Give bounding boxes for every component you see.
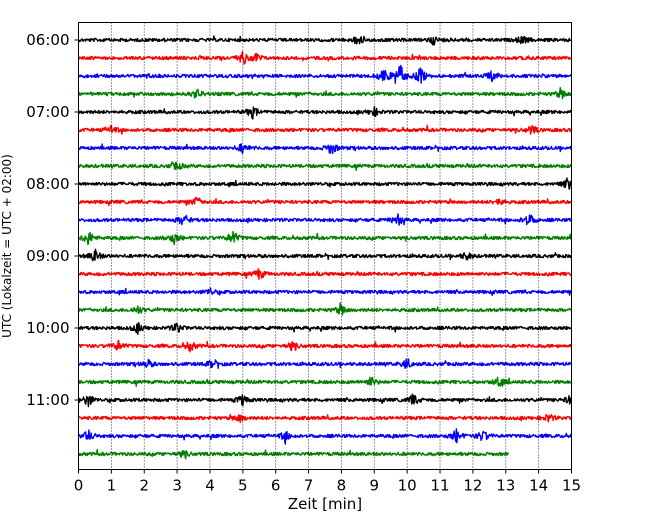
- x-tick-label-9: 9: [370, 477, 380, 495]
- plot-frame: [78, 22, 572, 470]
- y-tick-label-0900: 09:00: [26, 247, 69, 265]
- x-tick-label-4: 4: [205, 477, 215, 495]
- trace-1045: [77, 376, 572, 387]
- traces-layer: [77, 35, 572, 460]
- trace-1030: [77, 358, 572, 370]
- x-tick-label-2: 2: [139, 477, 149, 495]
- x-tick-label-10: 10: [398, 477, 417, 495]
- x-axis-label: Zeit [min]: [288, 495, 362, 513]
- x-tick-label-14: 14: [529, 477, 548, 495]
- y-axis-ticks: 06:00 07:00 08:00 09:00 10:00 11:00: [26, 31, 79, 409]
- x-tick-label-7: 7: [304, 477, 314, 495]
- y-tick-label-1100: 11:00: [26, 391, 69, 409]
- x-tick-label-5: 5: [238, 477, 248, 495]
- trace-0945: [77, 302, 572, 316]
- trace-0800: [77, 177, 572, 190]
- trace-0900: [77, 248, 572, 262]
- trace-0615: [77, 51, 572, 65]
- grid-layer: [110, 22, 540, 470]
- x-tick-label-13: 13: [496, 477, 515, 495]
- y-tick-label-0700: 07:00: [26, 103, 69, 121]
- y-tick-label-0600: 06:00: [26, 31, 69, 49]
- x-axis-ticks: 0 1 2 3 4 5 6 7 8 9 10 11 12 13 14 15: [74, 469, 581, 495]
- trace-0845: [77, 230, 572, 246]
- x-tick-label-11: 11: [430, 477, 449, 495]
- trace-0600: [77, 35, 572, 46]
- trace-1100: [77, 393, 572, 408]
- trace-1000: [78, 322, 572, 336]
- trace-1015: [77, 339, 572, 353]
- trace-1130: [77, 428, 572, 445]
- y-axis-label: UTC (Lokalzeit = UTC + 02:00): [0, 154, 14, 338]
- x-tick-label-6: 6: [271, 477, 281, 495]
- x-tick-label-15: 15: [562, 477, 581, 495]
- trace-0830: [77, 213, 572, 226]
- trace-0915: [77, 268, 572, 281]
- x-tick-label-12: 12: [463, 477, 482, 495]
- trace-0630: [78, 64, 572, 84]
- x-tick-label-1: 1: [107, 477, 117, 495]
- trace-0645: [78, 86, 572, 100]
- x-tick-label-3: 3: [172, 477, 182, 495]
- trace-0730: [77, 143, 572, 155]
- trace-0745: [77, 161, 572, 171]
- y-tick-label-1000: 10:00: [26, 319, 69, 337]
- trace-0815: [77, 196, 572, 207]
- trace-1145: [77, 448, 510, 460]
- x-tick-label-8: 8: [337, 477, 347, 495]
- trace-0715: [77, 124, 572, 135]
- trace-0930: [77, 287, 572, 297]
- trace-1115: [78, 413, 572, 424]
- y-tick-label-0800: 08:00: [26, 175, 69, 193]
- x-tick-label-0: 0: [74, 477, 84, 495]
- trace-0700: [77, 105, 572, 120]
